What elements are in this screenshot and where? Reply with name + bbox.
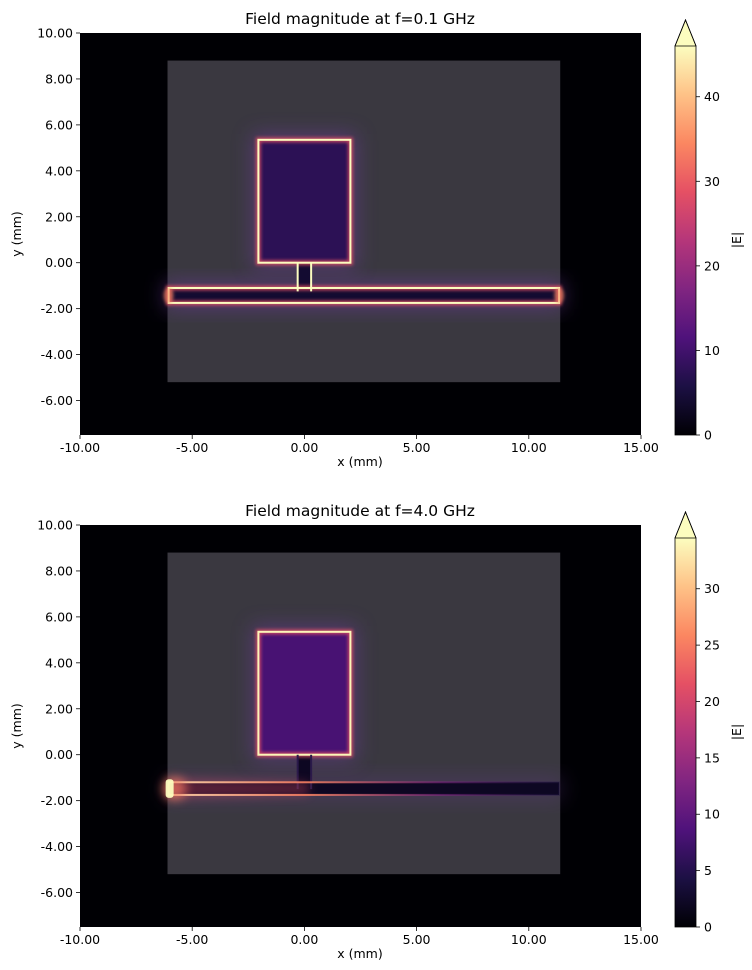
substrate-region bbox=[167, 60, 561, 383]
colorbar-label: |E| bbox=[729, 232, 744, 248]
chart-title: Field magnitude at f=4.0 GHz bbox=[245, 502, 475, 520]
substrate-region bbox=[167, 552, 561, 875]
y-tick-label: 10.00 bbox=[37, 518, 73, 533]
x-tick-label: 15.00 bbox=[623, 932, 659, 947]
colorbar: 0 5 10 15 20 25 30 |E| bbox=[674, 510, 744, 935]
heatmap-plot-area bbox=[80, 33, 641, 435]
y-tick-label: 10.00 bbox=[37, 26, 73, 41]
y-tick-label: 8.00 bbox=[45, 563, 73, 578]
y-tick-label: 4.00 bbox=[45, 163, 73, 178]
y-tick-label: 4.00 bbox=[45, 655, 73, 670]
patch-edge bbox=[257, 630, 352, 756]
colorbar-tick-label: 20 bbox=[704, 258, 720, 273]
x-axis-ticks: -10.00 -5.00 0.00 5.00 10.00 15.00 bbox=[60, 927, 659, 947]
patch-edge bbox=[257, 138, 352, 264]
y-tick-label: -6.00 bbox=[41, 885, 73, 900]
x-tick-label: 10.00 bbox=[511, 440, 547, 455]
x-tick-label: 15.00 bbox=[623, 440, 659, 455]
colorbar-tick-label: 40 bbox=[704, 89, 720, 104]
x-tick-label: -5.00 bbox=[176, 932, 208, 947]
y-tick-label: -4.00 bbox=[41, 347, 73, 362]
x-axis-label: x (mm) bbox=[337, 946, 382, 961]
y-tick-label: 0.00 bbox=[45, 255, 73, 270]
x-axis-label: x (mm) bbox=[337, 454, 382, 469]
x-tick-label: -5.00 bbox=[176, 440, 208, 455]
y-axis-ticks: -6.00 -4.00 -2.00 0.00 2.00 4.00 6.00 8.00 10.00 bbox=[37, 26, 80, 408]
x-tick-label: 5.00 bbox=[403, 440, 431, 455]
y-tick-label: -2.00 bbox=[41, 301, 73, 316]
colorbar-tick-label: 10 bbox=[704, 343, 720, 358]
colorbar-gradient bbox=[675, 46, 696, 435]
colorbar-outline bbox=[674, 510, 697, 928]
y-tick-label: -6.00 bbox=[41, 393, 73, 408]
colorbar: 0 10 20 30 40 |E| bbox=[674, 18, 744, 443]
colorbar-ticks: 0 10 20 30 40 bbox=[696, 89, 720, 443]
y-axis-label: y (mm) bbox=[9, 703, 24, 748]
x-tick-label: 0.00 bbox=[290, 932, 318, 947]
chart-panel-1: Field magnitude at f=0.1 GHz -10.00 -5.00… bbox=[9, 10, 744, 469]
stub-interior bbox=[297, 262, 312, 292]
colorbar-tick-label: 0 bbox=[704, 428, 712, 443]
colorbar-tick-label: 25 bbox=[704, 638, 720, 653]
x-axis-ticks: -10.00 -5.00 0.00 5.00 10.00 15.00 bbox=[60, 435, 659, 455]
y-tick-label: 2.00 bbox=[45, 209, 73, 224]
colorbar-tick-label: 5 bbox=[704, 863, 712, 878]
colorbar-tick-label: 20 bbox=[704, 694, 720, 709]
hotspot bbox=[162, 777, 309, 800]
y-tick-label: -2.00 bbox=[41, 793, 73, 808]
stub-interior bbox=[297, 754, 312, 790]
patch-interior bbox=[258, 631, 351, 755]
colorbar-tick-label: 30 bbox=[704, 174, 720, 189]
colorbar-outline bbox=[674, 18, 697, 436]
colorbar-tick-label: 15 bbox=[704, 750, 720, 765]
colorbar-label: |E| bbox=[729, 724, 744, 740]
colorbar-gradient bbox=[675, 538, 696, 927]
feedline-interior bbox=[168, 287, 560, 303]
y-tick-label: 8.00 bbox=[45, 71, 73, 86]
y-axis-label: y (mm) bbox=[9, 211, 24, 256]
x-tick-label: 0.00 bbox=[290, 440, 318, 455]
x-tick-label: -10.00 bbox=[60, 932, 100, 947]
stub-edge bbox=[296, 262, 313, 292]
y-tick-label: 6.00 bbox=[45, 609, 73, 624]
colorbar-tick-label: 10 bbox=[704, 807, 720, 822]
x-tick-label: 5.00 bbox=[403, 932, 431, 947]
y-tick-label: 0.00 bbox=[45, 747, 73, 762]
chart-title: Field magnitude at f=0.1 GHz bbox=[245, 10, 475, 28]
colorbar-tick-label: 0 bbox=[704, 920, 712, 935]
patch-interior bbox=[258, 139, 351, 263]
chart-panel-2: Field magnitude at f=4.0 GHz -10.00 -5.00… bbox=[9, 502, 744, 961]
y-tick-label: -4.00 bbox=[41, 839, 73, 854]
y-tick-label: 2.00 bbox=[45, 701, 73, 716]
heatmap-plot-area bbox=[80, 525, 641, 927]
x-tick-label: -10.00 bbox=[60, 440, 100, 455]
y-tick-label: 6.00 bbox=[45, 117, 73, 132]
y-axis-ticks: -6.00 -4.00 -2.00 0.00 2.00 4.00 6.00 8.00 10.00 bbox=[37, 518, 80, 900]
colorbar-tick-label: 30 bbox=[704, 581, 720, 596]
x-tick-label: 10.00 bbox=[511, 932, 547, 947]
colorbar-extend-arrow bbox=[674, 510, 697, 539]
hotspot bbox=[163, 287, 565, 304]
colorbar-ticks: 0 5 10 15 20 25 30 bbox=[696, 581, 720, 935]
colorbar-extend-arrow bbox=[674, 18, 697, 47]
